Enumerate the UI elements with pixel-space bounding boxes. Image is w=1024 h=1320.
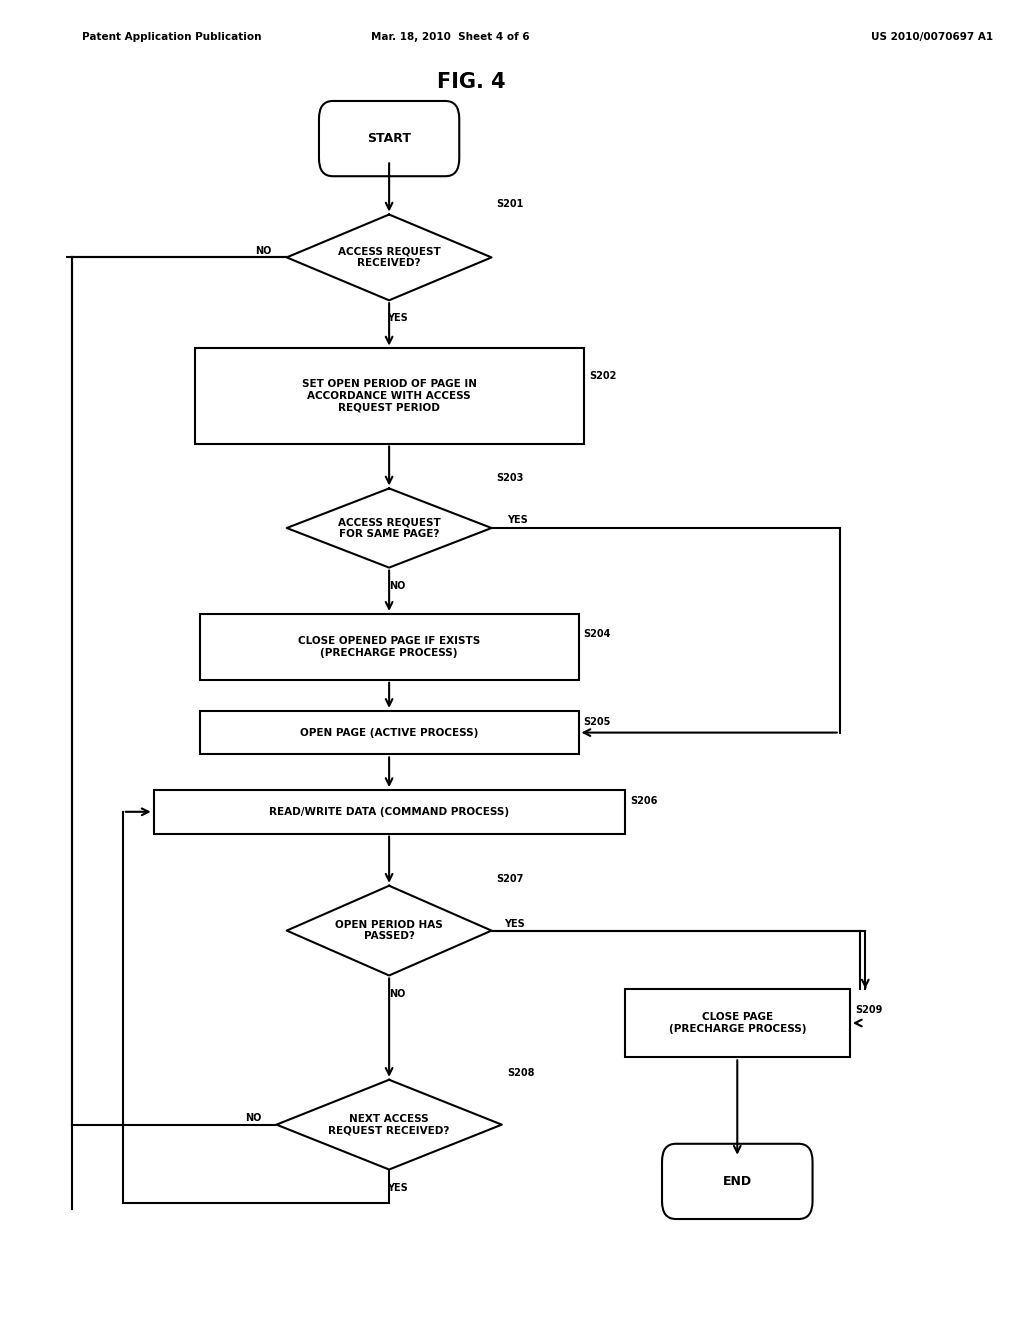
Text: CLOSE PAGE
(PRECHARGE PROCESS): CLOSE PAGE (PRECHARGE PROCESS) [669, 1012, 806, 1034]
Polygon shape [287, 886, 492, 975]
Text: NO: NO [255, 246, 271, 256]
Text: S205: S205 [584, 717, 611, 727]
FancyBboxPatch shape [319, 102, 459, 177]
Text: S201: S201 [497, 199, 524, 209]
FancyBboxPatch shape [662, 1143, 813, 1220]
Bar [200, 614, 579, 680]
Text: OPEN PERIOD HAS
PASSED?: OPEN PERIOD HAS PASSED? [335, 920, 443, 941]
Bar [154, 789, 625, 834]
Polygon shape [287, 488, 492, 568]
Polygon shape [276, 1080, 502, 1170]
Bar [195, 348, 584, 444]
Text: READ/WRITE DATA (COMMAND PROCESS): READ/WRITE DATA (COMMAND PROCESS) [269, 807, 509, 817]
Text: S209: S209 [855, 1005, 883, 1015]
Text: S206: S206 [630, 796, 657, 807]
Text: NEXT ACCESS
REQUEST RECEIVED?: NEXT ACCESS REQUEST RECEIVED? [329, 1114, 450, 1135]
Text: S207: S207 [497, 874, 524, 884]
Text: S204: S204 [584, 628, 611, 639]
Text: Patent Application Publication: Patent Application Publication [82, 32, 261, 42]
Text: CLOSE OPENED PAGE IF EXISTS
(PRECHARGE PROCESS): CLOSE OPENED PAGE IF EXISTS (PRECHARGE P… [298, 636, 480, 657]
Bar [200, 710, 579, 755]
Text: END: END [723, 1175, 752, 1188]
Text: YES: YES [507, 515, 527, 525]
Text: YES: YES [504, 919, 524, 929]
Text: US 2010/0070697 A1: US 2010/0070697 A1 [871, 32, 993, 42]
Bar [625, 989, 850, 1057]
Text: YES: YES [387, 313, 408, 323]
Text: YES: YES [387, 1183, 408, 1193]
Text: S202: S202 [589, 371, 616, 381]
Polygon shape [287, 214, 492, 300]
Text: NO: NO [389, 989, 406, 999]
Text: FIG. 4: FIG. 4 [436, 71, 506, 92]
Text: NO: NO [245, 1113, 261, 1123]
Text: S203: S203 [497, 473, 524, 483]
Text: ACCESS REQUEST
FOR SAME PAGE?: ACCESS REQUEST FOR SAME PAGE? [338, 517, 440, 539]
Text: ACCESS REQUEST
RECEIVED?: ACCESS REQUEST RECEIVED? [338, 247, 440, 268]
Text: S208: S208 [507, 1068, 535, 1078]
Text: START: START [368, 132, 411, 145]
Text: Mar. 18, 2010  Sheet 4 of 6: Mar. 18, 2010 Sheet 4 of 6 [372, 32, 529, 42]
Text: SET OPEN PERIOD OF PAGE IN
ACCORDANCE WITH ACCESS
REQUEST PERIOD: SET OPEN PERIOD OF PAGE IN ACCORDANCE WI… [302, 379, 476, 413]
Text: NO: NO [389, 581, 406, 591]
Text: OPEN PAGE (ACTIVE PROCESS): OPEN PAGE (ACTIVE PROCESS) [300, 727, 478, 738]
